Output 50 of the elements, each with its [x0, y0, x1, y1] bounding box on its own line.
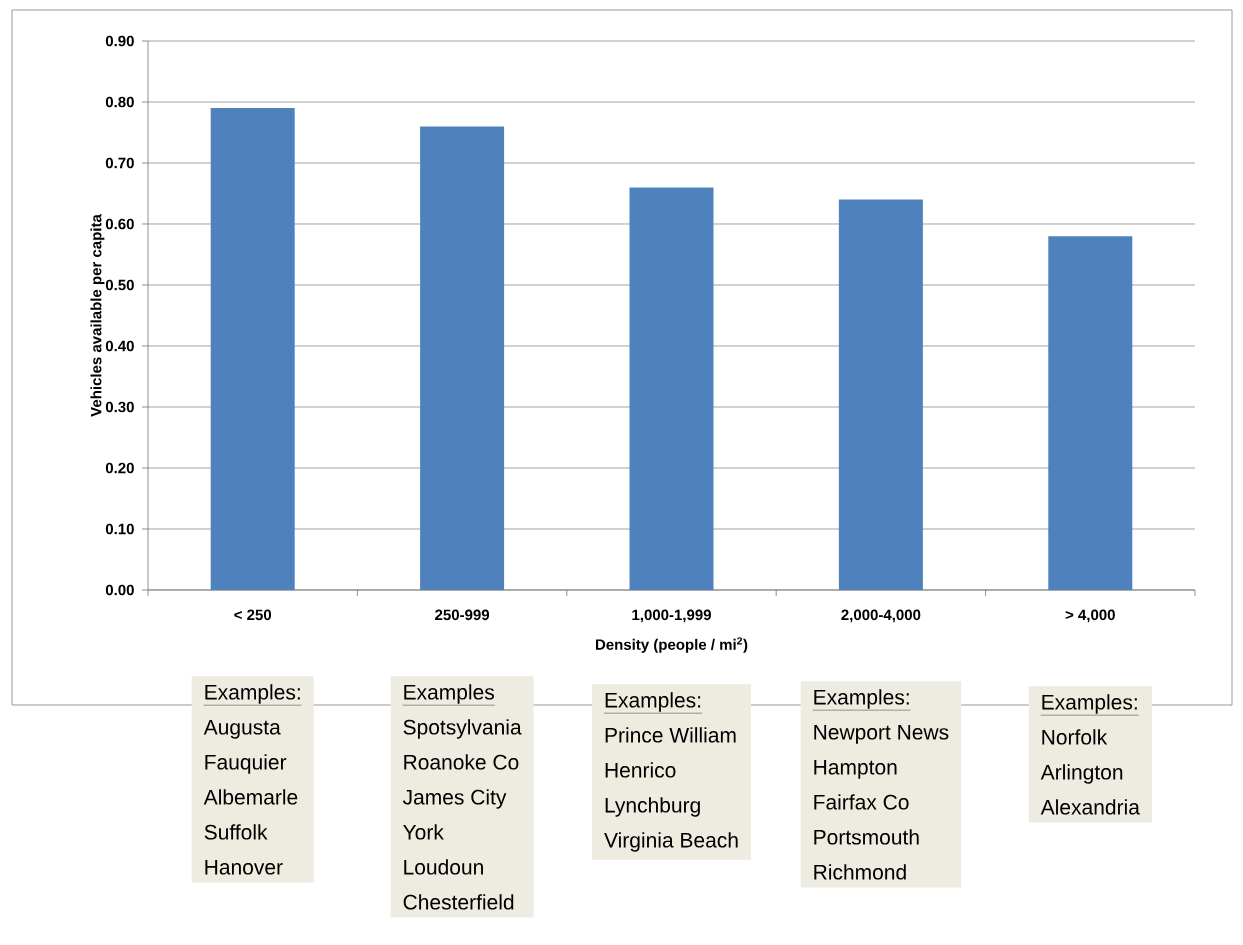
text: Roanoke Co — [404, 754, 519, 770]
text: Suffolk — [204, 824, 268, 840]
text: Examples: — [814, 689, 909, 709]
y-tick-label: 0.50 — [105, 279, 134, 291]
x-tick-label: < 250 — [234, 609, 272, 621]
bar — [210, 108, 295, 590]
text: Augusta — [203, 719, 281, 739]
x-tick-label: 1,000-1,999 — [632, 609, 711, 623]
text: Hanover — [205, 859, 283, 875]
y-tick-label: 0.30 — [105, 401, 134, 413]
text: Hampton — [814, 759, 897, 779]
text: Examples: — [1042, 694, 1137, 714]
text: Examples: — [605, 692, 701, 712]
text: Loudoun — [404, 859, 483, 875]
text: Fairfax Co — [814, 794, 909, 810]
text: Henrico — [605, 762, 676, 778]
y-tick-label: 0.00 — [105, 584, 134, 596]
text: Richmond — [814, 864, 906, 880]
text: Arlington — [1040, 764, 1123, 784]
text: Portsmouth — [814, 829, 919, 845]
bar — [838, 199, 923, 590]
x-tick-label: > 4,000 — [1065, 609, 1115, 623]
y-tick-label: 0.40 — [105, 340, 134, 352]
y-tick-label: 0.90 — [105, 35, 134, 47]
y-tick-label: 0.80 — [105, 96, 134, 108]
x-axis-title: Density (people / mi$^{2}$) — [595, 637, 748, 653]
y-tick-label: 0.70 — [105, 157, 134, 169]
bar — [420, 126, 505, 590]
y-tick-label: 0.20 — [105, 462, 134, 474]
text: Spotsylvania — [403, 719, 522, 739]
text: Virginia Beach — [604, 832, 738, 852]
bar — [629, 187, 714, 590]
text: York — [403, 824, 444, 840]
text: Examples — [404, 684, 494, 704]
text: Alexandria — [1040, 799, 1140, 815]
text: Albemarle — [203, 789, 298, 805]
y-tick-label: 0.10 — [105, 523, 134, 535]
text: Chesterfield — [403, 894, 514, 910]
y-axis-title: Vehicles available per capita — [90, 214, 105, 417]
text: James City — [402, 789, 507, 809]
x-tick-label: 250-999 — [435, 609, 490, 621]
text: Newport News — [814, 724, 949, 744]
text: Lynchburg — [605, 797, 700, 817]
text: Norfolk — [1042, 729, 1108, 745]
text: Fauquier — [205, 754, 287, 774]
y-tick-label: 0.60 — [105, 218, 134, 230]
bar — [1048, 236, 1133, 590]
x-tick-label: 2,000-4,000 — [841, 609, 921, 623]
text: Examples: — [205, 684, 300, 704]
text: Prince William — [605, 727, 736, 743]
